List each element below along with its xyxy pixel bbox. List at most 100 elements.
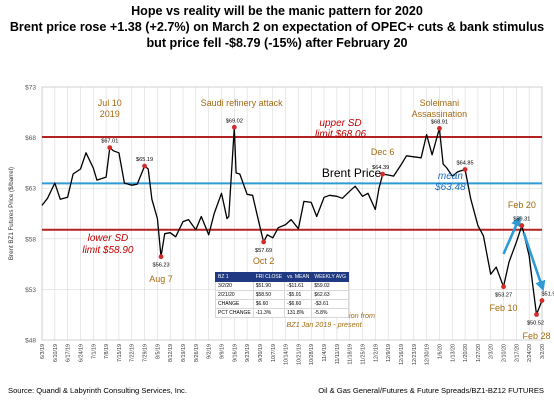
price-marker — [142, 163, 147, 169]
y-tick-label: $68 — [25, 135, 36, 142]
price-marker — [231, 124, 237, 130]
x-tick-label: 8/19/19 — [181, 344, 187, 362]
x-tick-label: 12/2/19 — [373, 344, 379, 362]
table-cell: -11.3% — [252, 308, 286, 318]
x-tick-label: 12/16/19 — [399, 344, 405, 365]
annotation-jul10: 2019 — [100, 109, 120, 119]
table-cell: -$5.01 — [284, 290, 313, 300]
point-label: $64.39 — [372, 165, 389, 171]
annotation-soleimani: Soleimani — [420, 98, 460, 108]
price-marker — [107, 145, 113, 151]
title-line-3: but price fell -$8.79 (-15%) after Febru… — [146, 36, 408, 50]
x-tick-label: 6/3/19 — [40, 344, 46, 359]
x-tick-label: 6/10/19 — [53, 344, 59, 362]
annotation-upper-sd: upper SD — [319, 118, 361, 129]
table-row: PCT CHANGE -11.3% 131.8% -5.8% — [215, 308, 350, 318]
x-tick-label: 10/28/19 — [309, 344, 315, 365]
table-cell: $58.50 — [252, 290, 286, 300]
x-tick-label: 2/10/20 — [502, 344, 508, 362]
x-tick-label: 11/18/19 — [348, 344, 354, 365]
y-tick-label: $58 — [25, 236, 36, 243]
point-label: $65.19 — [136, 157, 153, 163]
annotation-upper-sd: limit $68.06 — [315, 129, 367, 140]
trend-arrows — [502, 215, 546, 292]
point-label: $59.31 — [513, 217, 530, 223]
y-tick-label: $63 — [25, 186, 36, 193]
point-label: $53.27 — [495, 293, 512, 299]
table-cell: 2/21/20 — [215, 290, 254, 300]
table-cell: $59.02 — [311, 281, 350, 291]
x-tick-label: 7/8/19 — [104, 344, 110, 359]
x-tick-label: 9/9/19 — [219, 344, 225, 359]
brent-price-line — [41, 126, 543, 316]
plot-frame — [41, 86, 543, 341]
x-tick-label: 7/22/19 — [130, 344, 136, 362]
grid — [41, 86, 543, 341]
table-cell: CHANGE — [215, 299, 254, 309]
annotation-aug7: Aug 7 — [149, 274, 173, 284]
annotation-mean: $63.48 — [434, 182, 466, 193]
table-cell: 131.8% — [284, 308, 313, 318]
table-cell: -$3.61 — [311, 299, 350, 309]
table-cell: $6.60 — [252, 299, 286, 309]
price-marker — [534, 312, 539, 317]
annotation-feb10: Feb 10 — [490, 303, 518, 313]
x-tick-label: 8/5/19 — [155, 344, 161, 359]
price-series — [41, 126, 543, 316]
annotation-soleimani: Assassination — [412, 109, 468, 119]
point-label: $57.69 — [255, 248, 272, 254]
x-tick-label: 9/2/19 — [207, 344, 213, 359]
x-tick-label: 11/4/19 — [322, 344, 328, 362]
table-cell: -5.8% — [311, 308, 350, 318]
table-cell: $51.90 — [252, 281, 286, 291]
chart-title: Hope vs reality will be the manic patter… — [0, 3, 554, 51]
x-tick-label: 9/16/19 — [232, 344, 238, 362]
x-tick-label: 12/23/19 — [412, 344, 418, 365]
reference-lines — [42, 135, 542, 231]
point-label: $50.52 — [527, 320, 544, 326]
price-marker — [380, 171, 386, 177]
table-header-cell: FRI CLOSE — [252, 272, 286, 282]
x-axis: 6/3/19 6/10/19 6/17/19 6/24/19 7/1/19 7/8/19 7… — [40, 344, 546, 365]
table-row: CHANGE $6.60 -$6.60 -$3.61 — [215, 299, 350, 309]
annotation-dec6: Dec 6 — [371, 147, 395, 157]
point-label: $51.90 — [541, 292, 554, 298]
table-header-cell: WEEKLY AVG — [311, 272, 350, 282]
price-marker — [437, 125, 442, 131]
source-right: Oil & Gas General/Futures & Future Sprea… — [318, 386, 544, 395]
x-tick-label: 8/26/19 — [194, 344, 200, 362]
table-cell: -$11.61 — [284, 281, 313, 291]
annotation-saudi-attack: Saudi refinery attack — [201, 98, 284, 108]
x-tick-label: 1/27/20 — [476, 344, 482, 362]
x-tick-label: 10/14/19 — [284, 344, 290, 365]
annotation-lower-sd: limit $58.90 — [82, 245, 134, 256]
price-marker — [261, 239, 267, 245]
trend-arrow — [502, 215, 521, 255]
annotation-feb28: Feb 28 — [522, 331, 550, 341]
point-label: $56.23 — [152, 263, 169, 269]
price-marker — [501, 284, 506, 290]
table-cell: -$6.60 — [284, 299, 313, 309]
x-tick-label: 6/24/19 — [78, 344, 84, 362]
y-axis-title: Brent BZ1 Futures Price ($/barrel) — [8, 167, 15, 260]
x-tick-label: 2/17/20 — [514, 344, 520, 362]
price-marker — [519, 223, 525, 228]
source-left: Source: Quandl & Labyrinth Consulting Se… — [8, 386, 187, 395]
annotation-jul10: Jul 10 — [98, 98, 122, 108]
x-tick-label: 11/11/19 — [335, 344, 341, 364]
x-tick-label: 1/6/20 — [437, 344, 443, 359]
table-cell: PCT CHANGE — [215, 308, 254, 318]
point-label: $64.85 — [457, 160, 474, 166]
price-marker — [539, 298, 545, 303]
x-tick-label: 10/7/19 — [271, 344, 277, 362]
point-label: $69.02 — [226, 118, 243, 124]
annotation-oct2: Oct 2 — [253, 256, 275, 266]
x-tick-label: 2/24/20 — [527, 344, 533, 362]
x-tick-label: 11/25/19 — [361, 344, 367, 365]
x-tick-label: 10/21/19 — [296, 344, 302, 365]
price-marker — [462, 167, 468, 172]
y-tick-label: $53 — [25, 287, 36, 294]
x-tick-label: 3/2/20 — [540, 344, 546, 359]
annotation-mean: mean — [438, 171, 463, 182]
